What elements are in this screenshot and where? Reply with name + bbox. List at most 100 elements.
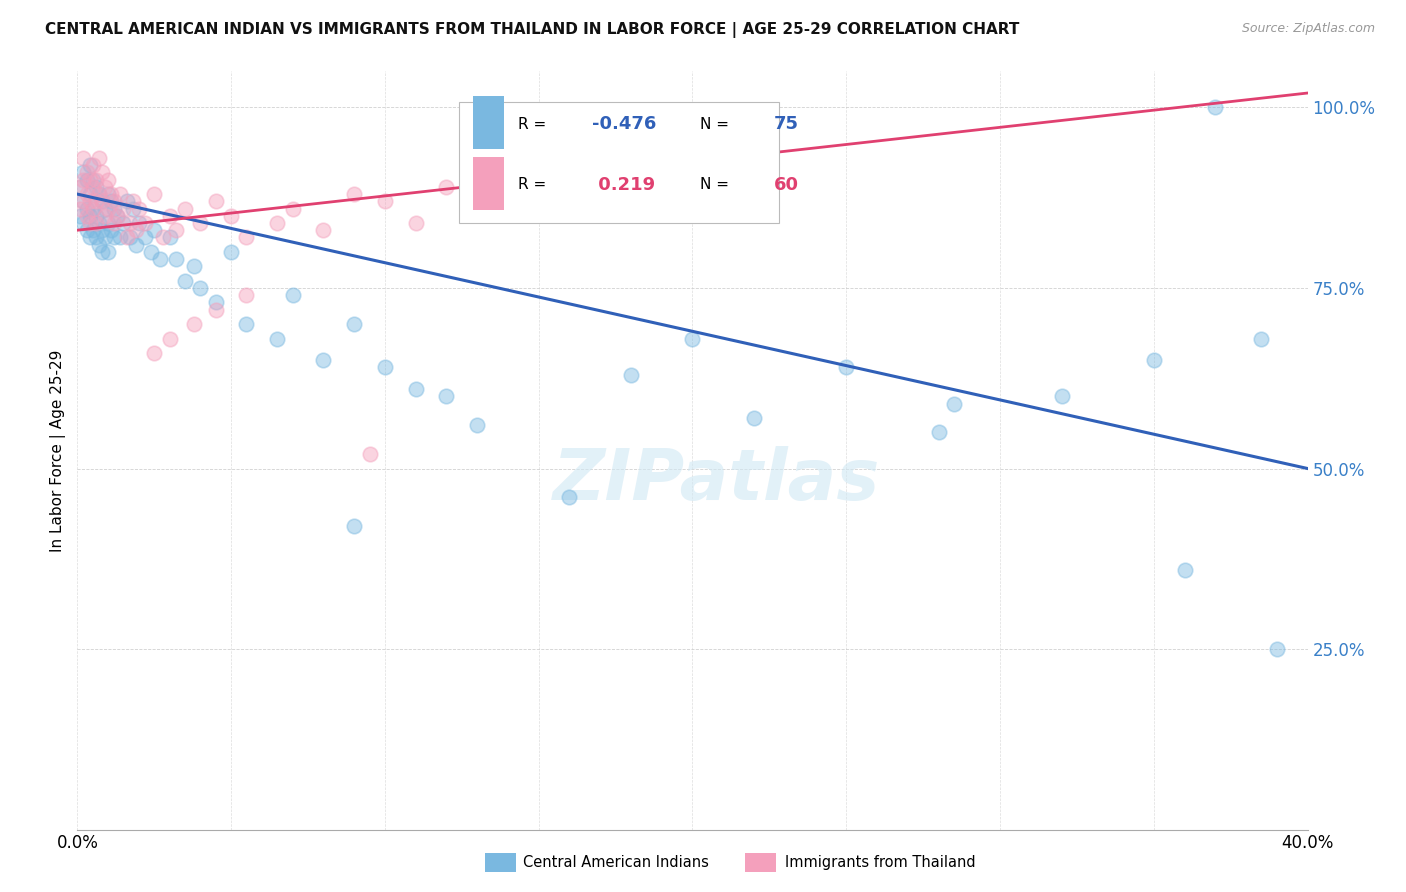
Point: [76, 202, 98, 216]
Text: CENTRAL AMERICAN INDIAN VS IMMIGRANTS FROM THAILAND IN LABOR FORCE | AGE 25-29 C: CENTRAL AMERICAN INDIAN VS IMMIGRANTS FR…: [45, 22, 1019, 38]
Point: [125, 223, 148, 237]
Point: [235, 317, 257, 331]
Point: [374, 194, 396, 209]
Point: [1250, 332, 1272, 346]
Text: 60: 60: [773, 176, 799, 194]
Point: [82, 223, 104, 237]
Point: [94, 209, 117, 223]
Point: [219, 244, 242, 259]
Point: [374, 360, 396, 375]
Point: [84, 209, 107, 223]
Point: [281, 202, 304, 216]
Point: [266, 332, 288, 346]
Point: [343, 187, 366, 202]
Point: [72, 194, 94, 209]
Text: R =: R =: [517, 117, 551, 132]
Point: [82, 158, 104, 172]
Point: [204, 302, 226, 317]
Point: [235, 288, 257, 302]
Text: N =: N =: [700, 178, 734, 193]
Point: [69, 209, 91, 223]
Point: [79, 216, 101, 230]
Point: [105, 209, 128, 223]
Point: [97, 202, 120, 216]
Point: [76, 223, 98, 237]
Text: 75: 75: [773, 115, 799, 133]
Point: [87, 187, 110, 202]
Point: [79, 172, 101, 186]
Point: [84, 172, 107, 186]
Point: [94, 180, 117, 194]
Bar: [458, 102, 779, 223]
Point: [87, 216, 110, 230]
Point: [1265, 642, 1288, 657]
Point: [105, 209, 128, 223]
Point: [128, 216, 150, 230]
Point: [359, 447, 381, 461]
Point: [1050, 389, 1073, 403]
Point: [183, 317, 205, 331]
Text: Source: ZipAtlas.com: Source: ZipAtlas.com: [1241, 22, 1375, 36]
Point: [97, 244, 120, 259]
Point: [118, 230, 141, 244]
Point: [134, 216, 156, 230]
Point: [82, 202, 104, 216]
Point: [928, 425, 950, 440]
Point: [84, 180, 107, 194]
Point: [134, 230, 156, 244]
Point: [69, 180, 91, 194]
Text: ZIPatlas: ZIPatlas: [554, 446, 880, 516]
Point: [90, 165, 114, 179]
Point: [121, 202, 143, 216]
Point: [87, 237, 110, 252]
Point: [100, 187, 122, 202]
Bar: [474, 157, 505, 210]
Point: [942, 396, 965, 410]
Point: [97, 172, 120, 186]
Point: [141, 244, 163, 259]
Point: [79, 230, 101, 244]
Y-axis label: In Labor Force | Age 25-29: In Labor Force | Age 25-29: [51, 350, 66, 551]
Point: [84, 194, 107, 209]
Point: [103, 194, 125, 209]
Point: [84, 216, 107, 230]
Point: [79, 158, 101, 172]
Point: [79, 194, 101, 209]
Point: [204, 295, 226, 310]
Point: [82, 202, 104, 216]
Point: [165, 252, 187, 266]
Point: [436, 389, 458, 403]
Point: [742, 411, 765, 425]
Point: [110, 230, 132, 244]
Point: [87, 151, 110, 165]
Point: [90, 244, 114, 259]
Point: [79, 187, 101, 202]
Point: [343, 317, 366, 331]
Point: [159, 332, 181, 346]
Text: Central American Indians: Central American Indians: [523, 855, 709, 870]
Point: [128, 202, 150, 216]
Point: [97, 187, 120, 202]
Point: [219, 209, 242, 223]
Point: [281, 288, 304, 302]
Point: [84, 230, 107, 244]
Point: [94, 230, 117, 244]
Point: [165, 223, 187, 237]
Point: [72, 216, 94, 230]
Point: [115, 194, 138, 209]
Point: [90, 194, 114, 209]
Point: [465, 418, 488, 433]
Point: [1143, 353, 1166, 368]
Point: [82, 180, 104, 194]
Point: [76, 172, 98, 186]
Point: [235, 230, 257, 244]
Point: [312, 353, 335, 368]
Point: [69, 202, 91, 216]
Point: [266, 216, 288, 230]
Point: [496, 202, 519, 216]
Point: [159, 209, 181, 223]
Point: [103, 230, 125, 244]
Point: [312, 223, 335, 237]
Point: [620, 368, 643, 382]
Point: [343, 519, 366, 533]
